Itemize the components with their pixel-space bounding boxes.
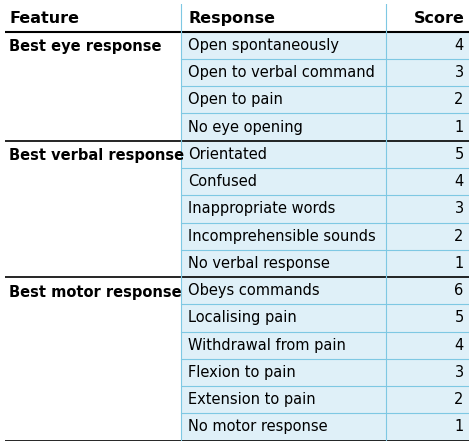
Text: 2: 2 [454,93,464,107]
Text: 6: 6 [455,283,464,298]
Text: Flexion to pain: Flexion to pain [188,365,296,380]
Bar [181,277,469,304]
Text: No motor response: No motor response [188,420,328,434]
Text: 2: 2 [454,229,464,243]
Text: Best motor response: Best motor response [9,284,182,299]
Text: Localising pain: Localising pain [188,311,297,325]
Text: 3: 3 [455,365,464,380]
Text: 3: 3 [455,202,464,216]
Bar [181,32,469,59]
Text: 5: 5 [455,147,464,162]
Text: Score: Score [414,11,465,25]
Text: Open spontaneously: Open spontaneously [188,38,339,53]
Bar [181,304,469,332]
Text: Confused: Confused [188,174,257,189]
Bar [181,86,469,113]
Text: 1: 1 [455,420,464,434]
Text: Feature: Feature [9,11,79,25]
Text: 4: 4 [455,38,464,53]
Bar [181,359,469,386]
Text: Orientated: Orientated [188,147,267,162]
Text: Obeys commands: Obeys commands [188,283,320,298]
Bar [181,59,469,86]
Text: Inappropriate words: Inappropriate words [188,202,336,216]
Text: 2: 2 [454,392,464,407]
Text: 3: 3 [455,65,464,80]
Bar [181,141,469,168]
Text: Withdrawal from pain: Withdrawal from pain [188,338,346,352]
Text: 4: 4 [455,338,464,352]
Bar [181,195,469,222]
Bar [181,113,469,141]
Text: No eye opening: No eye opening [188,120,303,134]
Bar [181,222,469,250]
Bar [181,250,469,277]
Text: 1: 1 [455,256,464,271]
Text: Best verbal response: Best verbal response [9,148,184,163]
Text: 5: 5 [455,311,464,325]
Text: Response: Response [188,11,275,25]
Text: Best eye response: Best eye response [9,39,162,54]
Text: Incomprehensible sounds: Incomprehensible sounds [188,229,376,243]
Text: Open to pain: Open to pain [188,93,283,107]
Text: 4: 4 [455,174,464,189]
Text: 1: 1 [455,120,464,134]
Text: Extension to pain: Extension to pain [188,392,316,407]
Bar [181,386,469,413]
Text: No verbal response: No verbal response [188,256,330,271]
Bar [181,168,469,195]
Text: Open to verbal command: Open to verbal command [188,65,375,80]
Bar [181,332,469,359]
Bar [181,413,469,441]
